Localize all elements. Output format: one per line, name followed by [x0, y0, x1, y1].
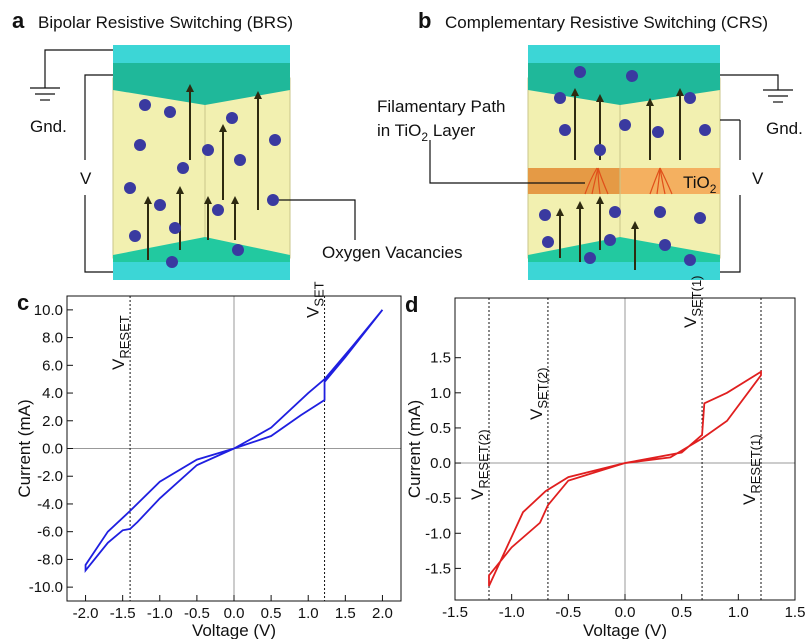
subscript: RESET(2): [476, 429, 491, 488]
x-tick-label: -1.5: [442, 604, 468, 621]
vacancies: [539, 66, 711, 266]
x-tick-label: 1.0: [728, 604, 749, 621]
ground-label: Gnd.: [30, 117, 67, 136]
callout-label: Filamentary Path: [377, 97, 506, 116]
voltage-label: V: [752, 169, 764, 188]
text: in TiO: [377, 121, 421, 140]
panel-label: a: [12, 8, 25, 33]
x-axis-title: Voltage (V): [192, 621, 276, 639]
x-tick-label: -1.0: [147, 605, 173, 622]
y-tick-label: 1.0: [430, 385, 451, 402]
bottom-plate: [528, 262, 720, 280]
arrows: [556, 88, 684, 270]
vacancies: [124, 99, 281, 268]
callout-label: Oxygen Vacancies: [322, 243, 462, 262]
y-tick-label: 8.0: [42, 330, 63, 347]
y-tick-label: 0.0: [42, 441, 63, 458]
y-tick-label: 10.0: [34, 302, 63, 319]
text: V: [109, 358, 128, 370]
arrows: [144, 84, 262, 260]
x-tick-label: 0.5: [671, 604, 692, 621]
filaments: [584, 167, 673, 195]
marker-label: VRESET: [109, 315, 132, 370]
curve: [488, 370, 762, 587]
text: V: [740, 493, 759, 505]
panel-title: Complementary Resistive Switching (CRS): [445, 13, 768, 32]
x-tick-label: -0.5: [555, 604, 581, 621]
subscript: RESET(1): [748, 434, 763, 493]
bottom-plate-face: [528, 237, 720, 262]
marker-label: VSET(2): [527, 367, 550, 420]
x-tick-label: 2.0: [372, 605, 393, 622]
y-tick-label: -1.5: [425, 560, 451, 577]
x-tick-label: -0.5: [184, 605, 210, 622]
x-tick-label: 0.5: [261, 605, 282, 622]
tio2-face: [528, 168, 620, 194]
bottom-plate: [113, 262, 290, 280]
marker-label: VSET: [304, 281, 327, 318]
plot-frame: [454, 297, 796, 601]
x-tick-label: 1.5: [785, 604, 806, 621]
text: V: [681, 316, 700, 328]
x-axis-title: Voltage (V): [583, 621, 667, 639]
curve: [84, 309, 384, 574]
subscript: SET(1): [689, 275, 704, 316]
text: V: [468, 488, 487, 500]
charts: c -2.0 -1.5 -1.0 -0.5 0.0 0.5 1.0 1.5 2.0 10.0 8.0 6…: [15, 275, 805, 639]
text: TiO: [683, 173, 710, 192]
x-tick-label: 0.0: [224, 605, 245, 622]
marker-label: VSET(1): [681, 275, 704, 328]
x-tick-label: 0.0: [615, 604, 636, 621]
y-tick-label: -8.0: [37, 551, 63, 568]
marker-label: VRESET(1): [740, 434, 763, 505]
text: V: [527, 408, 546, 420]
y-tick-label: 0.5: [430, 420, 451, 437]
bottom-plate-face: [113, 237, 290, 262]
y-tick-label: -1.0: [425, 525, 451, 542]
y-tick-label: 4.0: [42, 385, 63, 402]
subscript: SET: [312, 281, 327, 306]
y-tick-label: -4.0: [37, 496, 63, 513]
x-tick-label: -2.0: [73, 605, 99, 622]
circuit: [429, 74, 793, 273]
panel-b: b Complementary Resistive Switching (CRS…: [377, 8, 803, 280]
y-tick-label: -10.0: [29, 579, 63, 596]
plot-frame: [66, 295, 402, 602]
x-tick-label: 1.5: [335, 605, 356, 622]
y-axis-title: Current (mA): [15, 399, 34, 497]
x-tick-label: -1.5: [110, 605, 136, 622]
y-tick-label: -2.0: [37, 468, 63, 485]
top-plate-face: [113, 63, 290, 105]
text: V: [304, 306, 323, 318]
layer-label: TiO2: [683, 173, 717, 196]
subscript: SET(2): [535, 367, 550, 408]
text: Layer: [428, 121, 476, 140]
y-axis-title: Current (mA): [405, 400, 424, 498]
panel-label: d: [405, 292, 418, 317]
voltage-label: V: [80, 169, 92, 188]
subscript: 2: [421, 130, 428, 144]
y-tick-label: -0.5: [425, 490, 451, 507]
top-plate: [528, 45, 720, 63]
y-tick-label: 0.0: [430, 455, 451, 472]
marker-label: VRESET(2): [468, 429, 491, 500]
x-tick-label: -1.0: [499, 604, 525, 621]
x-tick-label: 1.0: [298, 605, 319, 622]
circuit: [30, 49, 356, 273]
panel-label: c: [17, 290, 29, 315]
panel-label: b: [418, 8, 431, 33]
y-tick-label: -6.0: [37, 524, 63, 541]
ground-label: Gnd.: [766, 119, 803, 138]
y-tick-label: 1.5: [430, 350, 451, 367]
panel-title: Bipolar Resistive Switching (BRS): [38, 13, 293, 32]
subscript: RESET: [117, 315, 132, 358]
subscript: 2: [710, 182, 717, 196]
y-tick-label: 2.0: [42, 413, 63, 430]
callout-label: in TiO2 Layer: [377, 121, 476, 144]
top-plate: [113, 45, 290, 63]
panel-a: a Bipolar Resistive Switching (BRS) Gnd.…: [12, 8, 462, 280]
y-tick-label: 6.0: [42, 357, 63, 374]
